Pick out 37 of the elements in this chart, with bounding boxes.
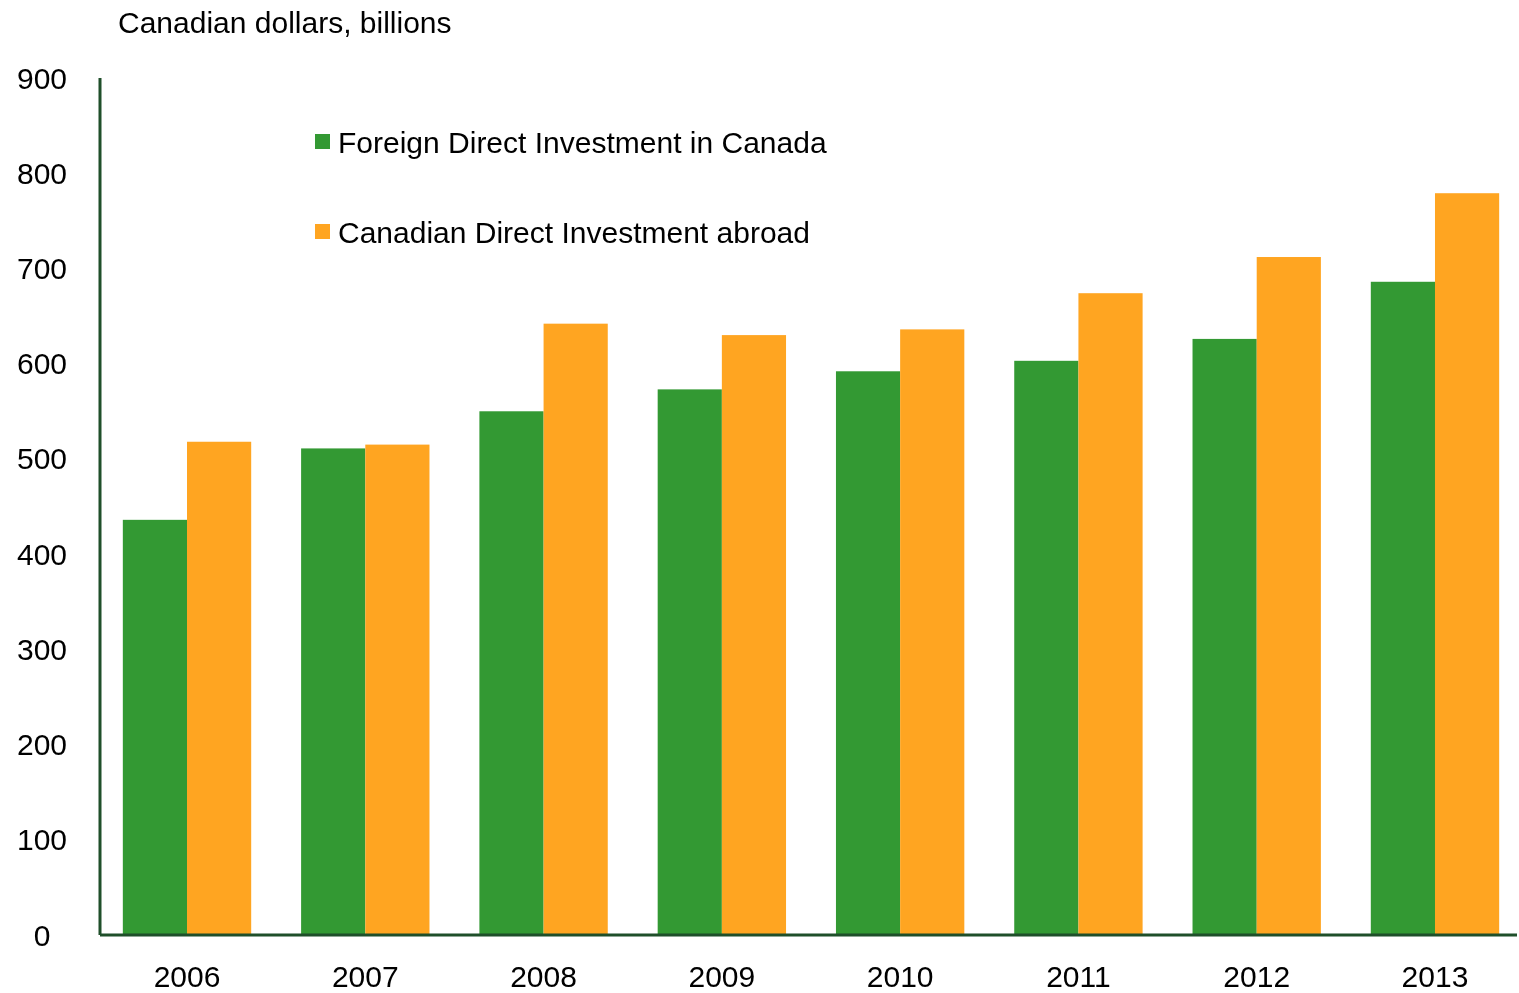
bar [900,329,965,935]
y-tick-label: 100 [16,823,68,857]
bar [301,448,366,935]
y-tick-label: 700 [16,251,68,285]
x-tick-label: 2012 [1223,959,1291,993]
bar [1078,293,1143,935]
y-tick-label: 500 [16,442,68,476]
bar [479,411,544,935]
x-tick-label: 2009 [688,959,756,993]
x-tick-label: 2006 [153,959,221,993]
bar [1370,281,1435,935]
x-tick-label: 2007 [331,959,399,993]
bar [1014,360,1079,935]
y-tick-label: 900 [16,61,68,95]
bar [657,389,722,935]
y-tick-label: 600 [16,347,68,381]
y-tick-label: 0 [33,918,51,952]
y-axis-title: Canadian dollars, billions [118,5,452,39]
x-tick-label: 2013 [1401,959,1469,993]
x-tick-label: 2011 [1046,959,1111,993]
legend-label: Foreign Direct Investment in Canada [338,125,827,159]
bar [543,323,608,935]
bar [365,444,430,935]
bar [1434,193,1500,935]
y-tick-label: 300 [16,632,68,666]
x-tick-label: 2010 [866,959,934,993]
y-tick-label: 400 [16,537,68,571]
x-tick-label: 2008 [510,959,577,993]
bar [721,335,787,935]
bar [1192,338,1257,935]
bar [122,519,188,935]
bar [1256,257,1321,935]
bar [835,371,901,935]
y-tick-label: 800 [16,156,68,190]
legend-label: Canadian Direct Investment abroad [338,215,810,249]
y-tick-label: 200 [16,728,68,762]
bar [187,441,252,935]
